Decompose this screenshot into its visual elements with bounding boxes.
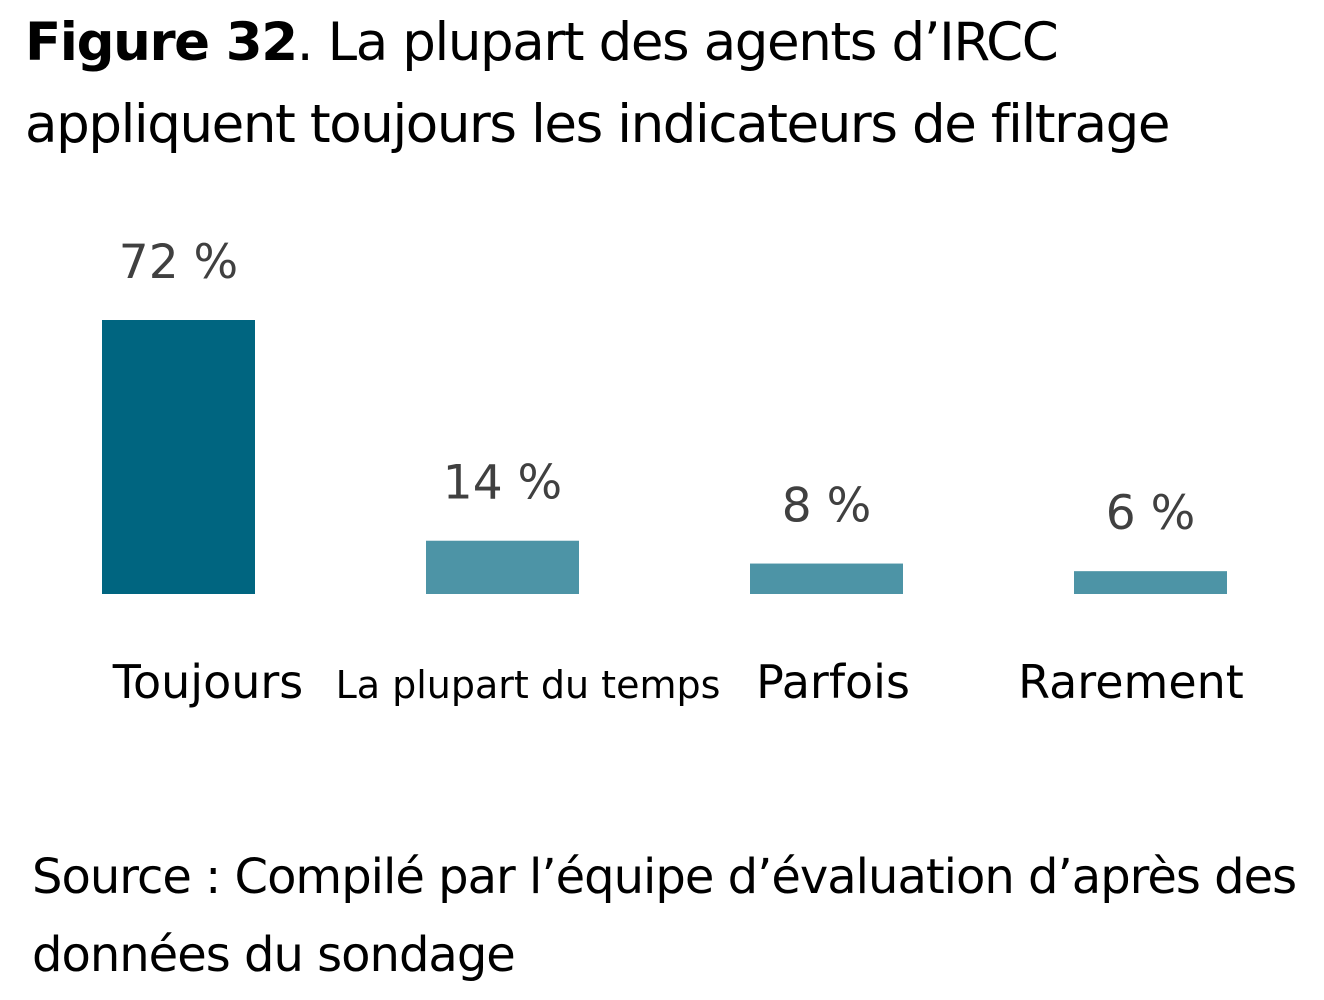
figure-caption: . La plupart des agents d’IRCC appliquen… xyxy=(25,12,1170,155)
chart-title: Figure 32. La plupart des agents d’IRCC … xyxy=(25,2,1315,166)
bar-rarement xyxy=(1074,571,1227,594)
bars-group xyxy=(102,320,1227,594)
source-note: Source : Compilé par l’équipe d’évaluati… xyxy=(32,849,1297,983)
data-label-toujours: 72 % xyxy=(119,235,238,290)
category-label-rarement: Rarement xyxy=(1018,655,1244,709)
data-label-rarement: 6 % xyxy=(1106,486,1196,541)
data-label-parfois: 8 % xyxy=(782,479,872,534)
bar-toujours xyxy=(102,320,255,594)
category-label-toujours: Toujours xyxy=(112,655,304,709)
bar-parfois xyxy=(750,563,903,594)
bar-chart: 72 % 14 % 8 % 6 % Toujours La plupart du tem… xyxy=(102,235,1244,709)
bar-la-plupart-du-temps xyxy=(426,540,579,594)
category-label-parfois: Parfois xyxy=(756,655,910,709)
category-label-la-plupart-du-temps: La plupart du temps xyxy=(336,663,721,707)
data-label-la-plupart-du-temps: 14 % xyxy=(443,456,562,511)
category-labels-group: Toujours La plupart du temps Parfois Rareme… xyxy=(112,655,1244,709)
figure-number: Figure 32 xyxy=(25,12,298,73)
data-labels-group: 72 % 14 % 8 % 6 % xyxy=(119,235,1195,541)
